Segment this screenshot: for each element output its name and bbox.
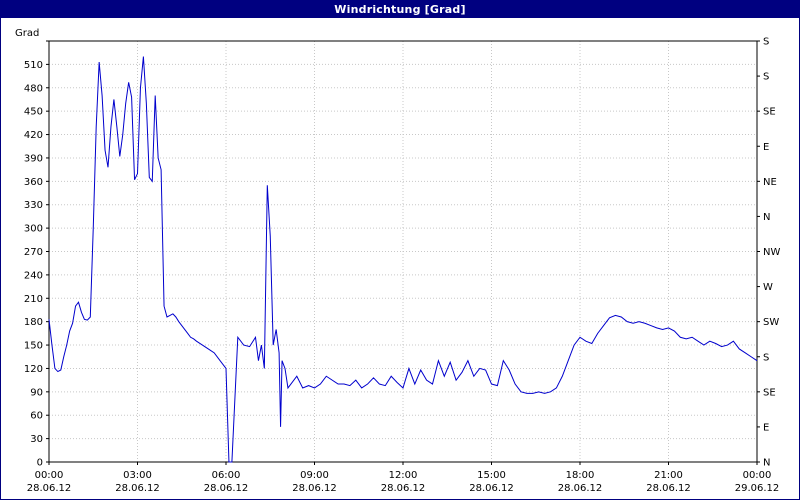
y-axis-label: Grad [15,28,39,39]
y-tick-label-left: 150 [24,341,43,352]
wind-direction-line-chart: 0 30 60 90 120 150 180 210 240 270 300 330 360 390 420… [15,28,780,494]
y-tick-label-right: W [763,282,773,293]
x-tick-label-time: 21:00 [654,470,683,481]
x-tick-label-date: 28.06.12 [27,483,72,494]
y-tick-label-left: 480 [24,83,43,94]
y-tick-label-right: S [763,72,769,83]
y-tick-label-left: 450 [24,107,43,118]
x-tick-label-date: 28.06.12 [558,483,603,494]
y-tick-label-right: E [763,422,769,433]
data-series-line [48,56,758,463]
y-tick-label-right: S [763,352,769,363]
y-tick-label-right: NE [763,177,777,188]
y-tick-label-left: 210 [24,294,43,305]
y-tick-label-left: 60 [30,411,43,422]
x-tick-label-time: 00:00 [35,470,64,481]
x-tick-label-time: 12:00 [389,470,418,481]
y-tick-label-left: 390 [24,153,43,164]
y-tick-label-right: SE [763,107,776,118]
x-tick-label-time: 09:00 [300,470,329,481]
y-tick-label-left: 30 [30,434,43,445]
y-tick-label-right: S [763,37,769,48]
window-titlebar: Windrichtung [Grad] [1,1,799,18]
y-tick-label-left: 180 [24,317,43,328]
y-tick-label-left: 90 [30,387,43,398]
y-tick-label-right: SW [763,317,779,328]
y-tick-label-left: 510 [24,60,43,71]
x-axis-ticks: 00:00 28.06.12 03:00 28.06.12 06:00 28.06.12 0… [27,462,780,494]
y-tick-label-left: 300 [24,224,43,235]
x-tick-label-time: 03:00 [123,470,152,481]
y-tick-label-left: 240 [24,270,43,281]
y-tick-label-left: 120 [24,364,43,375]
x-tick-label-date: 28.06.12 [469,483,514,494]
y-tick-label-right: SE [763,387,776,398]
y-tick-label-left: 330 [24,200,43,211]
x-tick-label-date: 28.06.12 [204,483,249,494]
x-tick-label-date: 28.06.12 [646,483,691,494]
y-tick-label-left: 0 [37,458,43,469]
y-tick-label-right: N [763,458,770,469]
y-tick-label-right: N [763,212,770,223]
x-tick-label-time: 18:00 [566,470,595,481]
x-tick-label-time: 00:00 [743,470,772,481]
y-tick-label-left: 360 [24,177,43,188]
x-tick-label-date: 28.06.12 [381,483,426,494]
x-tick-label-time: 06:00 [212,470,241,481]
grid-lines [49,41,757,462]
y-tick-label-right: NW [763,247,780,258]
y-tick-label-left: 420 [24,130,43,141]
x-tick-label-time: 15:00 [477,470,506,481]
x-tick-label-date: 28.06.12 [292,483,337,494]
x-tick-label-date: 28.06.12 [115,483,160,494]
window-title: Windrichtung [Grad] [334,3,466,16]
y-tick-label-right: E [763,142,769,153]
x-tick-label-date: 29.06.12 [735,483,780,494]
y-tick-label-left: 270 [24,247,43,258]
plot-area: 0 30 60 90 120 150 180 210 240 270 300 330 360 390 420… [1,18,799,499]
y-axis-left-ticks: 0 30 60 90 120 150 180 210 240 270 300 330 360 390 420… [24,40,49,469]
